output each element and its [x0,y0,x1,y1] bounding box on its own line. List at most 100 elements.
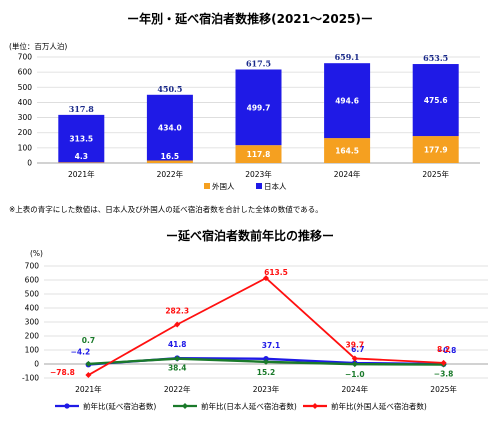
line-data-label: −0.8 [437,346,457,355]
legend-marker [312,403,318,409]
bottom-chart-title: ー延べ宿泊者数前年比の推移ー [166,228,334,243]
bottom-x-tick-label: 2024年 [342,384,369,394]
line-point [85,360,92,367]
top-chart-bars: 313.5 4.3 317.8 434.0 16.5 450.5 499.7 117.8 617… [58,52,459,163]
bottom-y-tick-label: 500 [25,290,40,299]
top-chart-y-ticks: 0 100 200 300 400 500 600 700 [18,53,33,168]
top-y-tick-label: 300 [18,113,33,122]
line-data-label: 0.7 [82,336,95,345]
bottom-chart-unit: (%) [30,249,43,258]
bottom-y-tick-label: 400 [25,304,40,313]
line-data-label: −1.0 [345,370,365,379]
bottom-x-tick-label: 2023年 [253,384,280,394]
legend-label: 前年比(外国人延べ宿泊者数) [331,401,427,411]
line-point [263,356,269,362]
line-point [263,358,269,365]
legend-marker [64,403,70,409]
bottom-x-tick-label: 2021年 [75,384,102,394]
line-point [351,355,358,362]
line-data-label: −4.2 [71,348,91,357]
line-data-label: 41.8 [168,340,187,349]
bar-foreign-label: 16.5 [161,152,180,161]
bar-foreign-4 [324,138,371,163]
top-y-tick-label: 600 [18,68,33,77]
line-point [351,361,358,368]
bar-foreign-5 [412,136,459,163]
line-data-label: 8.2 [437,345,450,354]
legend-marker [182,403,188,409]
bar-total-label: 653.5 [423,53,448,63]
top-x-tick-label: 2024年 [334,169,361,179]
line-data-label: 15.2 [257,368,276,377]
bar-foreign-label: 4.3 [75,152,88,161]
line-data-label: −78.8 [50,368,75,377]
top-chart-legend: 外国人 日本人 [204,181,287,191]
legend-label-japanese: 日本人 [264,181,287,191]
legend-swatch-foreign [204,183,210,189]
bar-total-label: 617.5 [246,58,271,68]
bottom-chart-legend: 前年比(延べ宿泊者数) 前年比(日本人延べ宿泊者数) 前年比(外国人延べ宿泊者数) [55,401,427,411]
bar-japanese-3 [235,69,282,146]
bottom-chart-x-ticks: 2021年 2022年 2023年 2024年 2025年 [75,384,457,394]
line-point [440,359,447,366]
legend-label-foreign: 外国人 [212,181,235,191]
bar-foreign-2 [146,160,193,163]
top-chart-footnote: ※上表の青字にした数値は、日本人及び外国人の延べ宿泊者数を合計した全体の数値であ… [9,204,323,214]
top-y-tick-label: 400 [18,98,33,107]
bar-japanese-label: 313.5 [69,135,93,144]
bar-total-label: 659.1 [335,52,360,62]
top-chart-x-ticks: 2021年 2022年 2023年 2024年 2025年 [68,169,449,179]
line-data-label: 282.3 [165,306,189,315]
bar-japanese-label: 434.0 [158,124,182,133]
bottom-x-tick-label: 2022年 [164,384,191,394]
top-x-tick-label: 2022年 [157,169,184,179]
bar-total-label: 317.8 [69,104,94,114]
line-data-label: 6.7 [351,345,364,354]
bottom-x-tick-label: 2025年 [430,384,457,394]
top-x-tick-label: 2021年 [68,169,95,179]
bar-japanese-label: 499.7 [247,103,271,112]
top-y-tick-label: 500 [18,83,33,92]
top-y-tick-label: 0 [27,159,32,168]
bar-foreign-label: 177.9 [424,146,448,155]
legend-label: 前年比(延べ宿泊者数) [83,401,156,411]
bar-japanese-2 [146,94,193,161]
bar-japanese-1 [58,114,105,163]
line-data-label: 38.4 [168,364,187,373]
legend-swatch-japanese [256,183,262,189]
line-data-label: 37.1 [262,341,281,350]
line-point [85,372,92,379]
line-data-label: −3.8 [434,370,454,379]
bar-foreign-3 [235,145,282,163]
bottom-chart-y-ticks: -100 0 100 200 300 400 500 600 700 [22,262,39,383]
bottom-y-tick-label: 600 [25,276,40,285]
line-data-label: 39.7 [346,340,365,349]
top-y-tick-label: 100 [18,143,33,152]
line-point [174,321,181,328]
bar-japanese-label: 475.6 [424,96,448,105]
top-chart-title: ー年別・延べ宿泊者数推移(2021～2025)ー [127,11,373,26]
bottom-y-tick-label: 200 [25,332,40,341]
bottom-y-tick-label: 300 [25,318,40,327]
line-point [174,355,181,362]
bottom-chart-lines: −4.2 41.8 37.1 6.7 −0.8 0.7 38.4 15.2 −1.0 −3.8 −7… [50,268,456,379]
top-chart-unit: (単位：百万人泊) [9,41,67,51]
top-y-tick-label: 200 [18,128,33,137]
bar-foreign-1 [58,162,105,163]
bar-japanese-4 [324,63,371,139]
bar-japanese-label: 494.6 [335,97,359,106]
line-point [263,275,269,282]
legend-label: 前年比(日本人延べ宿泊者数) [201,401,297,411]
top-x-tick-label: 2025年 [422,169,449,179]
bar-foreign-label: 117.8 [247,150,271,159]
bottom-y-tick-label: 700 [25,262,40,271]
bottom-y-tick-label: 0 [34,360,39,369]
top-x-tick-label: 2023年 [245,169,272,179]
bottom-y-tick-label: 100 [25,346,40,355]
top-y-tick-label: 700 [18,53,33,62]
bar-japanese-5 [412,64,459,137]
bottom-y-tick-label: -100 [22,374,39,383]
line-data-label: 613.5 [264,268,288,277]
